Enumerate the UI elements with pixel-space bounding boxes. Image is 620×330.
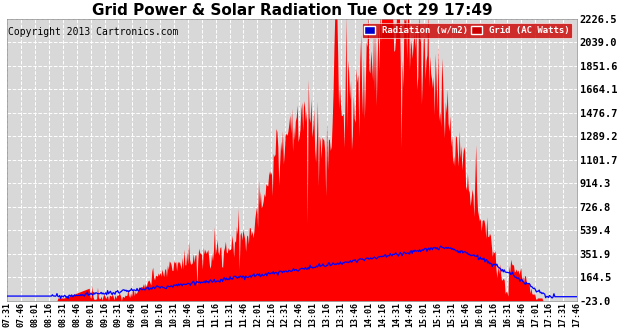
Legend: Radiation (w/m2), Grid (AC Watts): Radiation (w/m2), Grid (AC Watts)	[361, 23, 572, 38]
Text: Copyright 2013 Cartronics.com: Copyright 2013 Cartronics.com	[9, 27, 179, 37]
Title: Grid Power & Solar Radiation Tue Oct 29 17:49: Grid Power & Solar Radiation Tue Oct 29 …	[92, 3, 492, 18]
